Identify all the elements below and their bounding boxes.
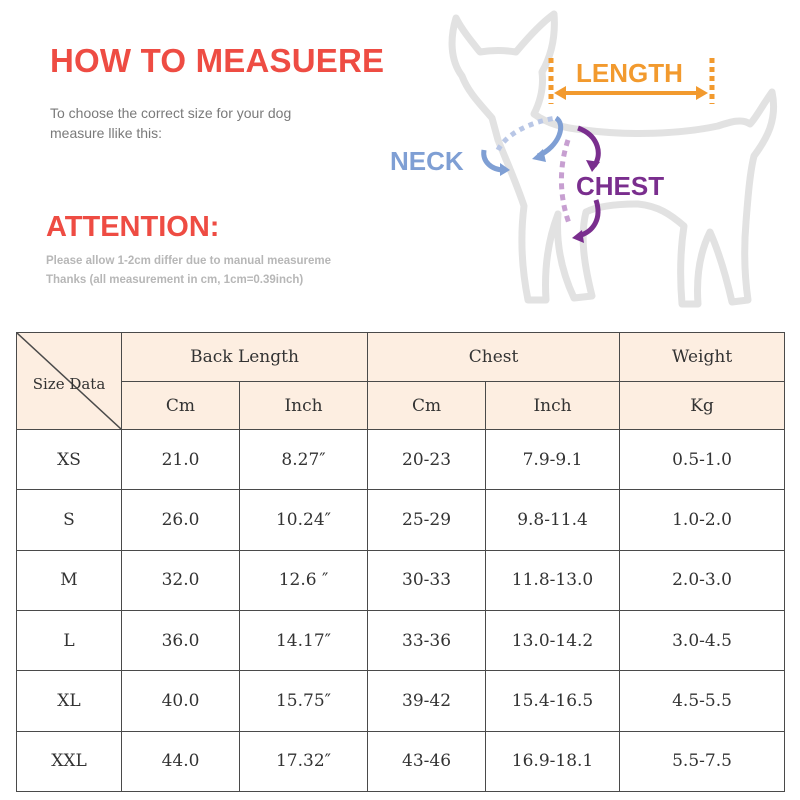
table-header-row: Size Data Back Length Chest Weight — [16, 332, 786, 430]
chest-marker: CHEST — [559, 125, 664, 243]
chest-cm-cell: 25-29 — [367, 489, 487, 551]
chest-label: CHEST — [576, 171, 664, 201]
neck-arrow-icon — [532, 149, 546, 162]
length-arrow-right-icon — [696, 86, 708, 100]
chest-inch-cell: 13.0-14.2 — [485, 609, 621, 672]
weight-header: Weight — [619, 332, 786, 382]
back-cm-cell: 36.0 — [121, 609, 240, 672]
table-row: M 32.0 12.6 ″ 30-33 11.8-13.0 2.0-3.0 — [16, 549, 786, 611]
length-label: LENGTH — [576, 58, 683, 88]
back-length-header: Back Length — [120, 332, 369, 382]
back-cm-cell: 32.0 — [121, 549, 240, 611]
weight-cell: 1.0-2.0 — [619, 489, 786, 551]
back-inch-cell: 8.27″ — [238, 428, 369, 491]
table-row: XS 21.0 8.27″ 20-23 7.9-9.1 0.5-1.0 — [16, 428, 786, 491]
size-cell: L — [16, 609, 122, 672]
chest-inch-cell: 9.8-11.4 — [485, 489, 621, 551]
measure-instructions: To choose the correct size for your dog … — [50, 103, 370, 143]
chest-cm-cell: 33-36 — [367, 609, 487, 672]
size-cell: XS — [16, 428, 122, 491]
instruction-line: measure llike this: — [50, 125, 163, 141]
attention-note: Please allow 1-2cm differ due to manual … — [46, 252, 410, 290]
attention-heading: ATTENTION: — [46, 211, 220, 243]
back-cm-cell: 21.0 — [121, 428, 240, 491]
size-cell: XXL — [16, 730, 122, 793]
dog-measurement-diagram: LENGTH NECK CHEST — [390, 10, 778, 308]
corner-diagonal-line — [17, 333, 121, 429]
page-title: HOW TO MEASUERE — [50, 42, 385, 79]
length-marker: LENGTH — [548, 58, 715, 104]
size-data-corner-cell: Size Data — [16, 332, 122, 430]
chest-header: Chest — [367, 332, 621, 382]
chest-cm-cell: 20-23 — [367, 428, 487, 491]
back-inch-cell: 14.17″ — [238, 609, 369, 672]
back-inch-cell: 10.24″ — [238, 489, 369, 551]
weight-cell: 3.0-4.5 — [619, 609, 786, 672]
table-row: XXL 44.0 17.32″ 43-46 16.9-18.1 5.5-7.5 — [16, 730, 786, 793]
back-cm-cell: 40.0 — [121, 670, 240, 732]
weight-cell: 2.0-3.0 — [619, 549, 786, 611]
back-cm-header: Cm — [121, 381, 240, 430]
neck-label: NECK — [390, 146, 464, 176]
back-cm-cell: 26.0 — [121, 489, 240, 551]
weight-cell: 5.5-7.5 — [619, 730, 786, 793]
chest-dashed-path — [559, 139, 573, 227]
size-chart-table: Size Data Back Length Chest Weight Cm In… — [16, 332, 786, 793]
neck-dashed-path — [495, 115, 557, 152]
size-data-label: Size Data — [32, 375, 106, 393]
weight-cell: 0.5-1.0 — [619, 428, 786, 491]
attention-note-line: Thanks (all measurement in cm, 1cm=0.39i… — [46, 274, 304, 286]
table-subheader-row: Cm Inch Cm Inch Kg — [17, 381, 786, 430]
neck-marker: NECK — [390, 115, 563, 176]
chest-inch-cell: 16.9-18.1 — [485, 730, 621, 793]
table-row: S 26.0 10.24″ 25-29 9.8-11.4 1.0-2.0 — [16, 489, 786, 551]
back-cm-cell: 44.0 — [121, 730, 240, 793]
chest-inch-header: Inch — [485, 381, 621, 430]
size-cell: S — [16, 489, 122, 551]
back-inch-header: Inch — [238, 381, 369, 430]
chest-cm-cell: 39-42 — [367, 670, 487, 732]
weight-kg-header: Kg — [619, 381, 786, 430]
size-cell: XL — [16, 670, 122, 732]
attention-note-line: Please allow 1-2cm differ due to manual … — [46, 255, 332, 267]
table-row: L 36.0 14.17″ 33-36 13.0-14.2 3.0-4.5 — [16, 609, 786, 672]
chest-cm-header: Cm — [367, 381, 487, 430]
table-row: XL 40.0 15.75″ 39-42 15.4-16.5 4.5-5.5 — [16, 670, 786, 732]
chest-arrow-icon — [572, 230, 584, 243]
back-inch-cell: 17.32″ — [238, 730, 369, 793]
weight-cell: 4.5-5.5 — [619, 670, 786, 732]
chest-inch-cell: 11.8-13.0 — [485, 549, 621, 611]
chest-inch-cell: 15.4-16.5 — [485, 670, 621, 732]
back-inch-cell: 12.6 ″ — [238, 549, 369, 611]
chest-arrow-icon — [586, 160, 600, 172]
chest-cm-cell: 43-46 — [367, 730, 487, 793]
length-arrow-left-icon — [554, 86, 566, 100]
neck-arrow-icon — [500, 163, 510, 176]
back-inch-cell: 15.75″ — [238, 670, 369, 732]
dog-silhouette — [448, 10, 778, 308]
chest-inch-cell: 7.9-9.1 — [485, 428, 621, 491]
size-cell: M — [16, 549, 122, 611]
chest-cm-cell: 30-33 — [367, 549, 487, 611]
instruction-line: To choose the correct size for your dog — [50, 105, 292, 121]
